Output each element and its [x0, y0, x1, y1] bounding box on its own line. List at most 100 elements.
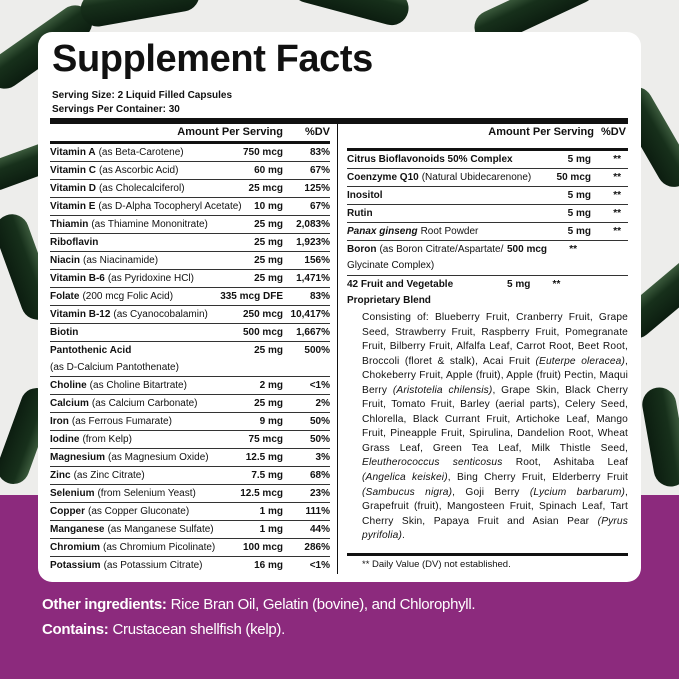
- daily-value: 111%: [305, 506, 330, 517]
- nutrient-row: Vitamin B-12 (as Cyanocobalamin) 250 mcg 10…: [50, 306, 330, 324]
- nutrient-name: Panax ginseng: [347, 226, 418, 237]
- nutrient-label: Folate (200 mcg Folic Acid): [50, 288, 220, 305]
- amount: 25 mg: [254, 273, 283, 284]
- amount: 335 mcg DFE: [220, 291, 283, 302]
- amount: 5 mg: [567, 226, 591, 237]
- blend-text: Root, Ashitaba Leaf: [502, 457, 628, 469]
- blend-text: (Euterpe oleracea): [535, 355, 626, 367]
- daily-value: <1%: [309, 380, 330, 391]
- blend-text: Consisting of: Blueberry Fruit, Cranberr…: [362, 312, 628, 367]
- nutrient-row: 42 Fruit and Vegetable Proprietary Blend…: [347, 276, 628, 310]
- nutrient-label: Riboflavin: [50, 234, 254, 251]
- nutrient-label: Vitamin B-12 (as Cyanocobalamin): [50, 306, 243, 323]
- nutrient-row: Coenzyme Q10 (Natural Ubidecarenone) 50 mc…: [347, 169, 628, 187]
- amount: 10 mg: [254, 201, 283, 212]
- footnote: ** Daily Value (DV) not established.: [362, 559, 511, 570]
- daily-value: **: [613, 172, 621, 183]
- daily-value: 2%: [315, 398, 330, 409]
- left-header: Amount Per Serving %DV: [50, 124, 330, 141]
- amount: 16 mg: [254, 560, 283, 571]
- nutrient-detail: (as Ferrous Fumarate): [71, 416, 172, 427]
- amount: 100 mcg: [242, 542, 283, 553]
- nutrient-row: Copper (as Copper Gluconate) 1 mg 111%: [50, 503, 330, 521]
- nutrient-label: Magnesium (as Magnesium Oxide): [50, 449, 246, 466]
- nutrient-row: Citrus Bioflavonoids 50% Complex 5 mg **: [347, 151, 628, 169]
- nutrient-detail: (as Manganese Sulfate): [107, 524, 214, 535]
- nutrient-row: Iron (as Ferrous Fumarate) 9 mg 50%: [50, 413, 330, 431]
- nutrient-name: Chromium: [50, 542, 100, 553]
- nutrient-detail: (from Selenium Yeast): [97, 488, 196, 499]
- daily-value: 1,923%: [296, 237, 330, 248]
- blend-text: , Chokeberry Fruit, Apple (fruit), Apple…: [362, 355, 628, 396]
- nutrient-label: Niacin (as Niacinamide): [50, 252, 254, 269]
- nutrient-row: Vitamin E (as D-Alpha Tocopheryl Acetate)…: [50, 198, 330, 216]
- amount: 5 mg: [567, 190, 591, 201]
- nutrient-name: Boron: [347, 244, 377, 255]
- blend-text: (Lycium barbarum): [529, 486, 626, 498]
- column-divider: [337, 124, 338, 574]
- blend-text: , Bing Cherry Fruit, Elderberry Fruit: [447, 472, 628, 484]
- nutrient-detail: (as Potassium Citrate): [103, 560, 203, 571]
- amount: 5 mg: [567, 208, 591, 219]
- nutrient-name: Folate: [50, 291, 80, 302]
- daily-value: **: [613, 190, 621, 201]
- nutrient-name: Niacin: [50, 255, 81, 266]
- nutrient-label: Selenium (from Selenium Yeast): [50, 485, 240, 502]
- nutrient-name: Vitamin A: [50, 147, 96, 158]
- nutrient-name: Inositol: [347, 190, 383, 201]
- nutrient-label: Biotin: [50, 324, 243, 341]
- amount: 5 mg: [507, 279, 531, 290]
- nutrient-label: Citrus Bioflavonoids 50% Complex: [347, 151, 568, 168]
- daily-value: 1,471%: [296, 273, 330, 284]
- daily-value: 67%: [309, 165, 330, 176]
- nutrient-detail: (as Boron Citrate/Aspartate/ Glycinate C…: [347, 244, 504, 271]
- label: Contains:: [42, 621, 109, 638]
- column-header: Amount Per Serving: [488, 126, 594, 138]
- amount: 25 mg: [254, 345, 283, 356]
- nutrient-name: Citrus Bioflavonoids 50% Complex: [347, 154, 513, 165]
- nutrient-row: Vitamin A (as Beta-Carotene) 750 mcg 83%: [50, 144, 330, 162]
- amount: 1 mg: [259, 506, 283, 517]
- amount: 500 mcg: [507, 244, 548, 255]
- column-header: Amount Per Serving: [177, 126, 283, 138]
- left-table: Vitamin A (as Beta-Carotene) 750 mcg 83% Vit…: [50, 141, 330, 574]
- nutrient-name: Biotin: [50, 327, 79, 338]
- nutrient-name: Rutin: [347, 208, 373, 219]
- daily-value: **: [552, 279, 561, 290]
- amount: 25 mg: [254, 219, 283, 230]
- blend-text: (Pyrus pyrifolia): [362, 515, 628, 542]
- nutrient-name: Choline: [50, 380, 87, 391]
- nutrient-name: Pantothenic Acid: [50, 345, 132, 356]
- nutrient-row: Rutin 5 mg **: [347, 205, 628, 223]
- nutrient-label: Vitamin A (as Beta-Carotene): [50, 144, 243, 161]
- amount: 25 mg: [254, 237, 283, 248]
- nutrient-label: Pantothenic Acid (as D-Calcium Pantothena…: [50, 342, 254, 376]
- nutrient-label: 42 Fruit and Vegetable Proprietary Blend: [347, 276, 507, 310]
- nutrient-name: Vitamin D: [50, 183, 96, 194]
- nutrient-name: Vitamin E: [50, 201, 96, 212]
- nutrient-name: Calcium: [50, 398, 89, 409]
- amount: 750 mcg: [242, 147, 283, 158]
- nutrient-row: Zinc (as Zinc Citrate) 7.5 mg 68%: [50, 467, 330, 485]
- daily-value: 50%: [309, 434, 330, 445]
- blend-text: (Aristotelia chilensis): [392, 384, 493, 396]
- nutrient-detail: Root Powder: [420, 226, 479, 237]
- nutrient-name: Riboflavin: [50, 237, 99, 248]
- nutrient-detail: (as Beta-Carotene): [98, 147, 184, 158]
- nutrient-detail: (as Cyanocobalamin): [113, 309, 208, 320]
- nutrient-row: Niacin (as Niacinamide) 25 mg 156%: [50, 252, 330, 270]
- text: Rice Bran Oil, Gelatin (bovine), and Chl…: [170, 596, 476, 613]
- amount: 25 mg: [254, 398, 283, 409]
- daily-value: 1,667%: [296, 327, 330, 338]
- nutrient-row: Thiamin (as Thiamine Mononitrate) 25 mg 2,0…: [50, 216, 330, 234]
- daily-value: 23%: [309, 488, 330, 499]
- amount: 25 mcg: [248, 183, 283, 194]
- right-table: Citrus Bioflavonoids 50% Complex 5 mg ** Co…: [347, 148, 628, 310]
- nutrient-name: Iron: [50, 416, 69, 427]
- blend-text: Eleutherococcus senticosus: [362, 457, 503, 469]
- nutrient-detail: (as Magnesium Oxide): [108, 452, 209, 463]
- nutrient-detail: (as D-Calcium Pantothenate): [50, 362, 179, 373]
- nutrient-row: Vitamin D (as Cholecalciferol) 25 mcg 125%: [50, 180, 330, 198]
- nutrient-detail: (Natural Ubidecarenone): [421, 172, 532, 183]
- nutrient-label: Iron (as Ferrous Fumarate): [50, 413, 260, 430]
